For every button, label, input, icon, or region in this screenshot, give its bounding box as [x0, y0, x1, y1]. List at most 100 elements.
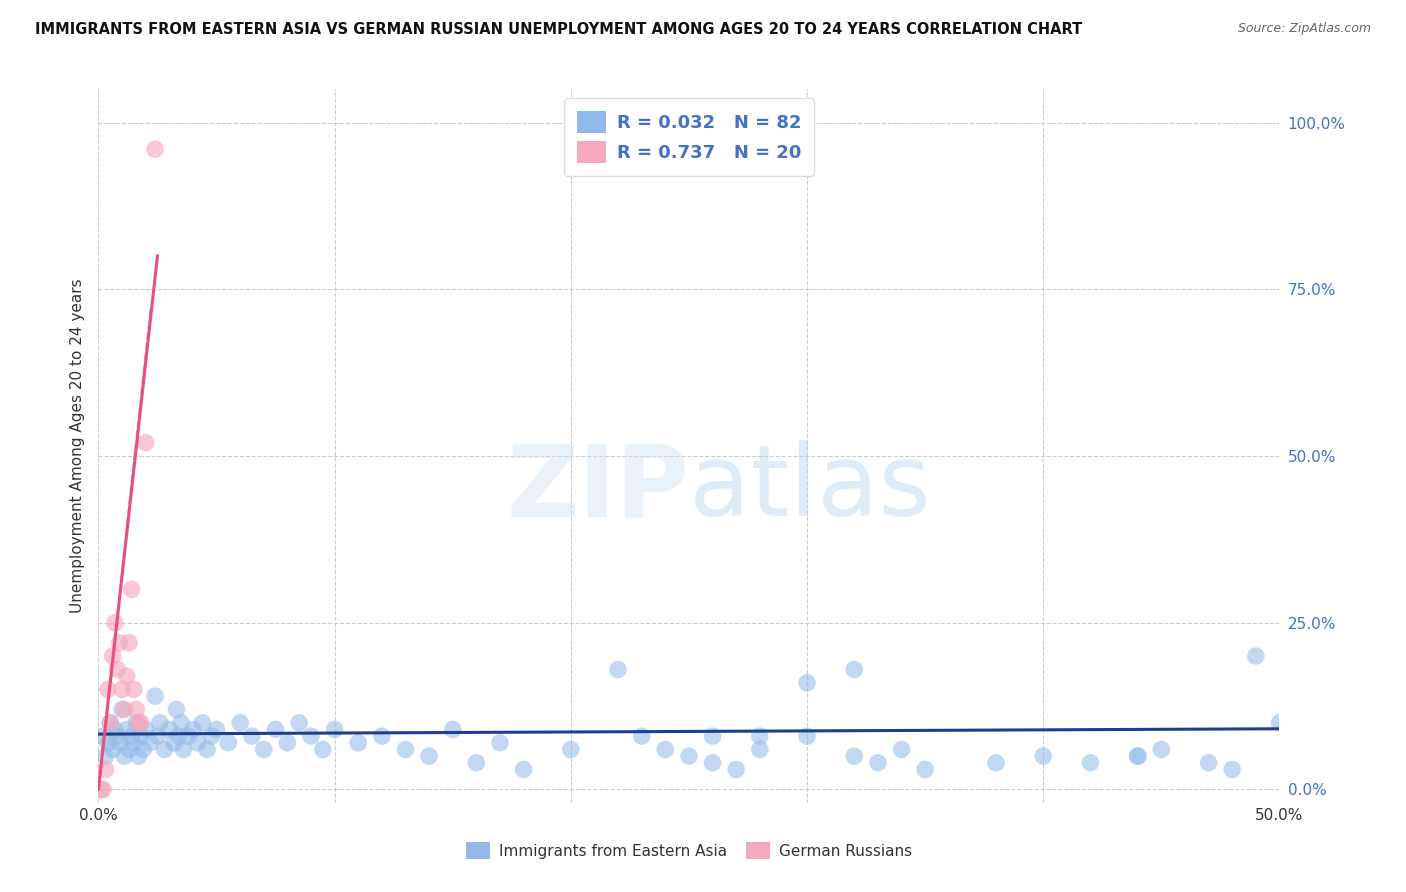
Point	[139, 736, 162, 750]
Point	[240, 729, 263, 743]
Point	[128, 715, 150, 730]
Point	[111, 702, 134, 716]
Point	[143, 142, 166, 156]
Point	[135, 435, 157, 450]
Point	[890, 742, 912, 756]
Point	[165, 702, 187, 716]
Point	[191, 715, 214, 730]
Point	[115, 723, 138, 737]
Point	[125, 702, 148, 716]
Point	[1244, 649, 1267, 664]
Point	[914, 763, 936, 777]
Point	[97, 682, 120, 697]
Point	[170, 715, 193, 730]
Point	[167, 729, 190, 743]
Point	[796, 729, 818, 743]
Point	[725, 763, 748, 777]
Point	[1080, 756, 1102, 770]
Point	[1220, 763, 1243, 777]
Point	[984, 756, 1007, 770]
Point	[323, 723, 346, 737]
Point	[187, 736, 209, 750]
Point	[118, 636, 141, 650]
Point	[163, 736, 186, 750]
Point	[654, 742, 676, 756]
Point	[157, 723, 180, 737]
Point	[465, 756, 488, 770]
Point	[1126, 749, 1149, 764]
Point	[135, 723, 157, 737]
Text: IMMIGRANTS FROM EASTERN ASIA VS GERMAN RUSSIAN UNEMPLOYMENT AMONG AGES 20 TO 24 : IMMIGRANTS FROM EASTERN ASIA VS GERMAN R…	[35, 22, 1083, 37]
Point	[128, 749, 150, 764]
Point	[418, 749, 440, 764]
Point	[105, 662, 128, 676]
Point	[121, 582, 143, 597]
Point	[1126, 749, 1149, 764]
Point	[288, 715, 311, 730]
Point	[97, 736, 120, 750]
Point	[112, 702, 135, 716]
Point	[205, 723, 228, 737]
Point	[121, 729, 143, 743]
Point	[264, 723, 287, 737]
Text: Source: ZipAtlas.com: Source: ZipAtlas.com	[1237, 22, 1371, 36]
Point	[1150, 742, 1173, 756]
Point	[153, 742, 176, 756]
Point	[607, 662, 630, 676]
Point	[630, 729, 652, 743]
Point	[844, 662, 866, 676]
Point	[101, 742, 124, 756]
Point	[748, 742, 770, 756]
Point	[101, 649, 124, 664]
Point	[229, 715, 252, 730]
Legend: Immigrants from Eastern Asia, German Russians: Immigrants from Eastern Asia, German Rus…	[458, 835, 920, 866]
Point	[118, 742, 141, 756]
Point	[299, 729, 322, 743]
Point	[129, 729, 152, 743]
Point	[98, 715, 121, 730]
Point	[489, 736, 512, 750]
Point	[347, 736, 370, 750]
Point	[195, 742, 218, 756]
Point	[172, 742, 194, 756]
Point	[122, 682, 145, 697]
Point	[702, 729, 724, 743]
Point	[844, 749, 866, 764]
Point	[143, 689, 166, 703]
Point	[146, 729, 169, 743]
Point	[104, 723, 127, 737]
Text: atlas: atlas	[689, 441, 931, 537]
Point	[181, 723, 204, 737]
Point	[560, 742, 582, 756]
Point	[94, 763, 117, 777]
Point	[1198, 756, 1220, 770]
Point	[394, 742, 416, 756]
Point	[276, 736, 298, 750]
Point	[108, 636, 131, 650]
Point	[796, 675, 818, 690]
Point	[122, 736, 145, 750]
Point	[111, 682, 134, 697]
Point	[512, 763, 534, 777]
Point	[91, 782, 114, 797]
Point	[217, 736, 239, 750]
Point	[371, 729, 394, 743]
Point	[253, 742, 276, 756]
Point	[104, 615, 127, 630]
Point	[129, 715, 152, 730]
Point	[108, 736, 131, 750]
Point	[105, 729, 128, 743]
Point	[312, 742, 335, 756]
Point	[115, 669, 138, 683]
Point	[132, 742, 155, 756]
Point	[149, 715, 172, 730]
Point	[90, 782, 112, 797]
Point	[91, 729, 114, 743]
Point	[1032, 749, 1054, 764]
Point	[112, 749, 135, 764]
Point	[98, 715, 121, 730]
Point	[201, 729, 224, 743]
Point	[441, 723, 464, 737]
Text: ZIP: ZIP	[506, 441, 689, 537]
Point	[1268, 715, 1291, 730]
